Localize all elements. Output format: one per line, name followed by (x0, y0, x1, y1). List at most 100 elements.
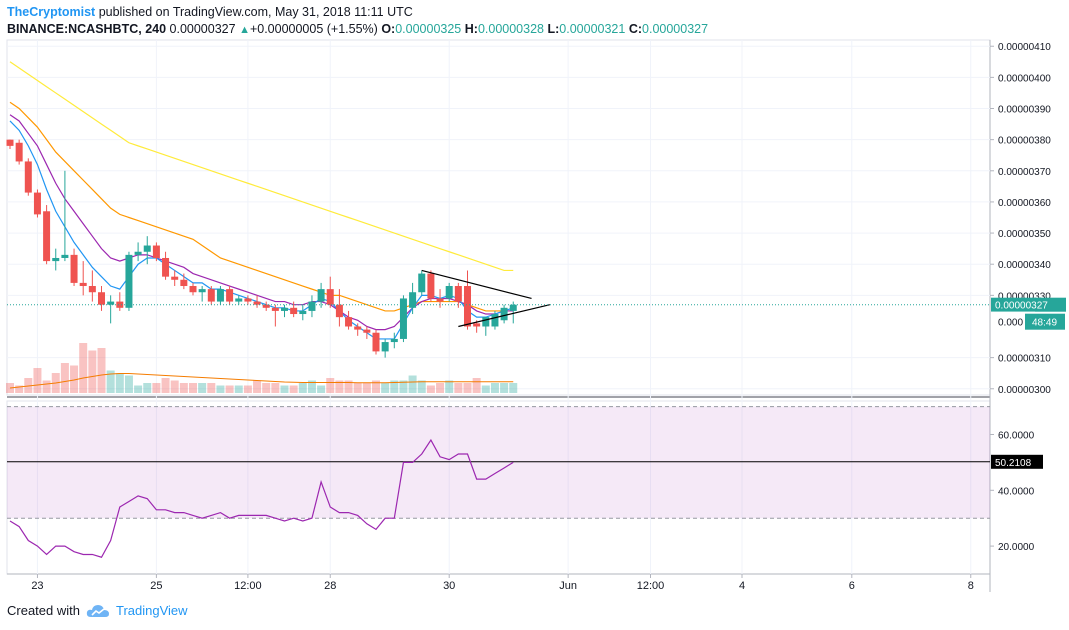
volume-bar (381, 383, 390, 393)
candle-body (454, 286, 462, 302)
author-link[interactable]: TheCryptomist (7, 5, 96, 19)
volume-bar (143, 383, 152, 393)
x-tick-label: Jun (559, 580, 577, 592)
last-price-label: 0.00000327 (995, 301, 1048, 312)
x-tick-label: 12:00 (637, 580, 665, 592)
low-value: 0.00000321 (559, 22, 626, 36)
volume-bar (509, 383, 518, 393)
volume-bar (481, 385, 490, 393)
price-tick-label: 0.00000410 (998, 42, 1051, 53)
rsi-tick-label: 60.0000 (998, 430, 1035, 441)
candle-body (79, 282, 87, 287)
volume-bar (463, 383, 472, 393)
x-tick-label: 4 (739, 580, 745, 592)
candle-body (345, 317, 353, 327)
candle-body (180, 279, 188, 287)
volume-bar (198, 383, 207, 393)
x-tick-label: 23 (31, 580, 43, 592)
last-price-badge (991, 297, 1066, 312)
candle-body (61, 254, 69, 258)
volume-bar (271, 383, 280, 393)
ma-purple-line (9, 114, 514, 331)
candle-body (409, 292, 417, 308)
volume-bar (79, 343, 88, 393)
candle-body (244, 298, 252, 302)
published-text: published on TradingView.com, May 31, 20… (98, 5, 413, 19)
candle-body (509, 304, 517, 311)
low-label: L: (547, 22, 560, 36)
volume-bar (353, 383, 362, 393)
candle-body (262, 304, 270, 308)
price-tick-label: 0.00000380 (998, 136, 1051, 147)
candle-body (143, 245, 151, 252)
tradingview-brand-link[interactable]: TradingView (115, 603, 188, 618)
price-tick-label: 0.00000390 (998, 105, 1051, 116)
partial-label-bg (991, 311, 1035, 332)
candle-body (15, 142, 23, 162)
volume-bar (454, 383, 463, 393)
candle-body (216, 289, 224, 302)
rsi-tick-label: 40.0000 (998, 486, 1035, 497)
volume-bar (60, 363, 69, 393)
footer: Created with TradingView (7, 603, 188, 618)
candle-body (354, 326, 362, 330)
candle-body (70, 254, 78, 283)
last-price: 0.00000327 (169, 22, 236, 36)
price-tick-label: 0.00000350 (998, 229, 1051, 240)
candle-body (253, 301, 261, 305)
triangle-upper-line (421, 269, 532, 300)
candle-body (24, 161, 32, 193)
volume-bar (500, 383, 509, 393)
volume-bar (115, 373, 124, 393)
candle-body (326, 289, 334, 305)
candle-body (427, 273, 435, 299)
volume-bar (408, 375, 417, 393)
candle-body (436, 298, 444, 302)
volume-bar (362, 383, 371, 393)
volume-bar (70, 365, 79, 393)
price-chart[interactable]: 23 25 12:00 28 30 Jun 12:00 4 6 80.000004100.0000… (0, 0, 1069, 600)
volume-bar (170, 380, 179, 393)
rsi-value-badge (991, 454, 1043, 469)
candle-body (125, 254, 133, 308)
candle-body (390, 338, 398, 343)
candle-body (317, 289, 325, 302)
volume-bar (262, 383, 271, 393)
open-value: 0.00000325 (395, 22, 462, 36)
volume-bar (289, 385, 298, 393)
volume-bar (335, 380, 344, 393)
countdown-badge (1025, 313, 1065, 330)
candle-body (299, 310, 307, 315)
volume-bar (326, 378, 335, 393)
candle-body (308, 301, 316, 311)
volume-bar (15, 385, 24, 393)
x-tick-label: 8 (968, 580, 974, 592)
volume-bar (225, 385, 234, 393)
price-tick-label: 0.00000310 (998, 354, 1051, 365)
candle-body (207, 289, 215, 302)
volume-bar (390, 380, 399, 393)
volume-bar (445, 380, 454, 393)
high-value: 0.00000328 (477, 22, 544, 36)
candle-body (189, 286, 197, 293)
candle-body (235, 298, 243, 302)
symbol-label[interactable]: BINANCE:NCASHBTC, 240 (7, 22, 167, 36)
rsi-line (9, 438, 514, 558)
volume-bar (97, 348, 106, 393)
volume-bar (179, 383, 188, 393)
candle-body (418, 273, 426, 293)
x-tick-label: 6 (849, 580, 855, 592)
tradingview-cloud-icon (86, 604, 109, 617)
volume-bar (161, 378, 170, 393)
volume-bar (298, 383, 307, 393)
candle-body (162, 257, 170, 277)
volume-bar (189, 383, 197, 393)
candle-body (363, 329, 371, 333)
candle-body (116, 301, 124, 308)
volume-bar (207, 383, 216, 393)
candle-body (198, 289, 206, 293)
volume-bar (399, 380, 408, 393)
volume-bar (152, 383, 161, 393)
price-tick-label: 0.00000400 (998, 73, 1051, 84)
candle-body (372, 332, 380, 352)
